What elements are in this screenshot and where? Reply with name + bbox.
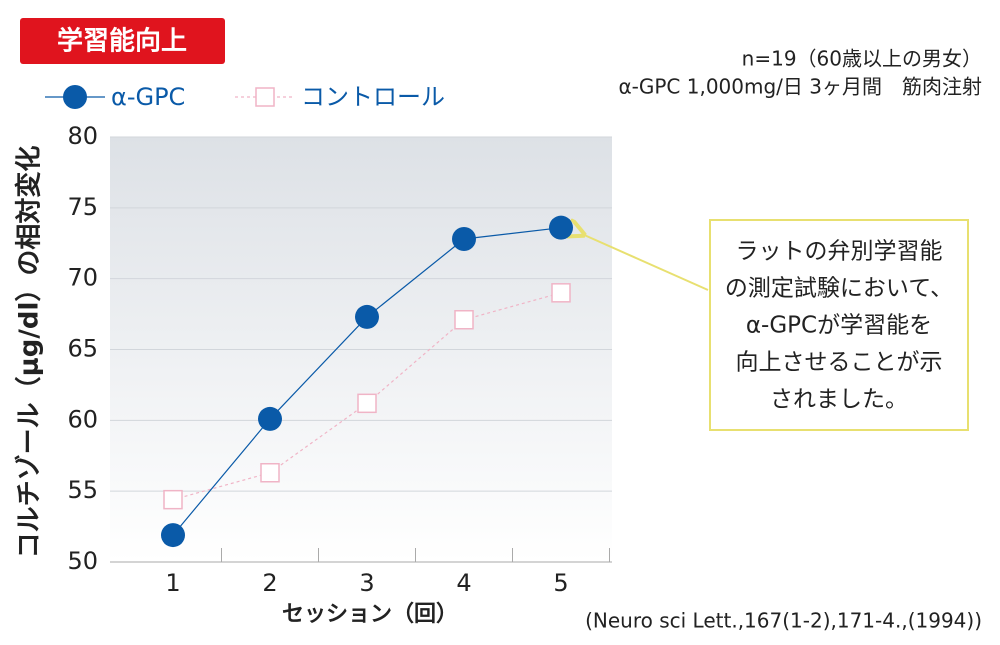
chart-title: 学習能向上 [57, 26, 187, 57]
y-axis-label: コルチゾール（μg/dl）の相対変化 [14, 146, 45, 559]
data-point [551, 283, 571, 303]
y-tick-label: 50 [67, 547, 98, 575]
title-badge [20, 18, 225, 64]
y-tick-label: 60 [67, 405, 98, 433]
y-tick-label: 80 [67, 122, 98, 150]
data-point [452, 227, 476, 251]
subtitle: α-GPC 1,000mg/日 3ヶ月間 筋肉注射 [618, 75, 982, 99]
data-point [549, 215, 573, 240]
legend-label: コントロール [301, 83, 445, 111]
callout-text: α-GPCが学習能を [746, 313, 932, 339]
data-point [260, 463, 280, 483]
x-axis-label: セッション（回） [282, 602, 458, 627]
y-tick-label: 55 [67, 476, 98, 504]
series-line [172, 292, 562, 501]
y-tick-label: 70 [67, 264, 98, 292]
x-tick-label: 3 [359, 569, 374, 597]
data-point [161, 523, 185, 548]
x-tick-label: 4 [456, 569, 471, 597]
callout-arrow [582, 234, 709, 291]
data-point [355, 304, 379, 329]
y-tick-label: 65 [67, 335, 98, 363]
legend-label: α-GPC [111, 83, 185, 111]
callout-text: の測定試験において、 [725, 276, 953, 302]
callout-text: されました。 [770, 387, 908, 413]
data-point [163, 489, 183, 510]
x-tick-label: 2 [262, 569, 277, 597]
subtitle: n=19（60歳以上の男女） [742, 47, 982, 71]
callout-text: 向上させることが示 [736, 350, 943, 376]
data-point [357, 393, 377, 414]
y-tick-label: 75 [67, 193, 98, 221]
x-tick-label: 1 [165, 569, 180, 597]
x-tick-label: 5 [553, 569, 568, 597]
callout-box [709, 219, 969, 431]
source: (Neuro sci Lett.,167(1-2),171-4.,(1994)) [585, 609, 982, 633]
data-point [258, 406, 282, 431]
data-point [454, 310, 474, 330]
legend-marker [255, 87, 275, 107]
callout-text: ラットの弁別学習能 [736, 239, 943, 265]
legend-marker [63, 85, 87, 109]
